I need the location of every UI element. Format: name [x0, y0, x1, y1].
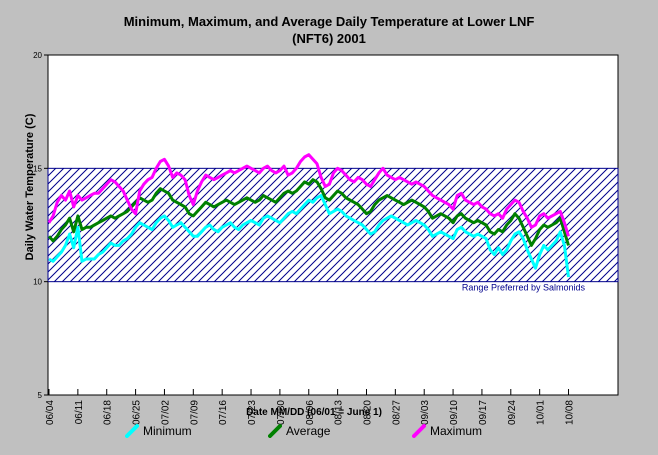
band-label: Range Preferred by Salmonids — [462, 283, 586, 293]
x-tick-label: 08/27 — [391, 400, 402, 425]
x-tick-label: 09/24 — [507, 400, 518, 425]
x-tick-label: 07/30 — [276, 400, 287, 425]
legend-label-average: Average — [286, 424, 331, 438]
x-tick-label: 06/18 — [103, 400, 114, 425]
legend-label-minimum: Minimum — [143, 424, 192, 438]
legend-item-average: Average — [268, 424, 330, 438]
x-tick-label: 09/10 — [449, 400, 460, 425]
legend-item-maximum: Maximum — [412, 424, 482, 438]
x-tick-label: 06/04 — [45, 400, 56, 425]
chart-subtitle: (NFT6) 2001 — [292, 31, 366, 46]
x-tick-label: 09/17 — [478, 400, 489, 425]
y-tick-label: 5 — [38, 391, 43, 400]
x-tick-label: 08/13 — [334, 400, 345, 425]
legend-swatch-maximum — [412, 424, 426, 438]
x-tick-label: 07/02 — [160, 400, 171, 425]
x-tick-label: 10/01 — [536, 400, 547, 425]
x-tick-label: 08/20 — [362, 400, 373, 425]
x-tick-label: 06/25 — [132, 400, 143, 425]
series-line-maximum — [47, 153, 570, 237]
x-tick-label: 07/16 — [218, 400, 229, 425]
legend-swatch-average — [268, 424, 282, 438]
legend-item-minimum: Minimum — [125, 424, 192, 438]
x-tick-label: 06/11 — [74, 400, 85, 425]
x-tick-label: 10/08 — [565, 400, 576, 425]
y-tick-label: 10 — [33, 278, 42, 287]
chart-title: Minimum, Maximum, and Average Daily Temp… — [123, 14, 535, 29]
y-axis-label: Daily Water Temperature (C) — [24, 113, 36, 260]
x-tick-label: 07/23 — [247, 400, 258, 425]
y-tick-label: 15 — [33, 164, 42, 173]
series-line-minimum — [48, 194, 570, 278]
x-tick-label: 08/06 — [305, 400, 316, 425]
x-tick-label: 07/09 — [189, 400, 200, 425]
y-tick-label: 20 — [33, 51, 42, 60]
x-tick-label: 09/03 — [420, 400, 431, 425]
legend-label-maximum: Maximum — [430, 424, 483, 438]
x-axis-label: Date MM/DD (06/01 = June 1) — [246, 407, 382, 418]
legend: Minimum Average Maximum — [0, 424, 658, 442]
legend-swatch-minimum — [125, 424, 139, 438]
series-line-average — [47, 178, 570, 247]
